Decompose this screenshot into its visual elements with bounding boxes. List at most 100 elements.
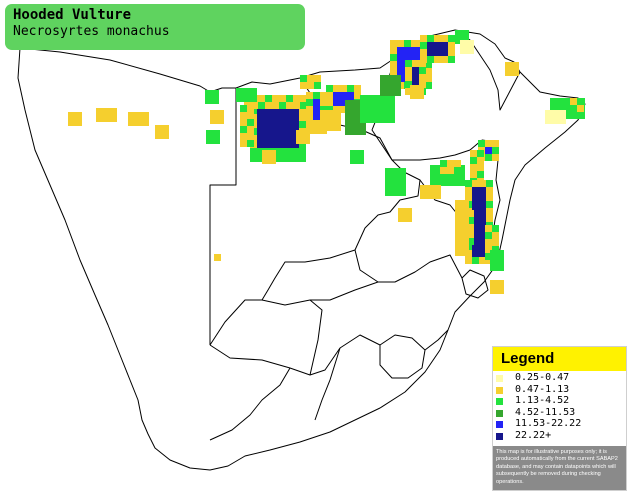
occurrence-cell [397, 40, 404, 47]
occurrence-cell [285, 114, 292, 121]
occurrence-cell [564, 98, 571, 105]
occurrence-cell [564, 112, 571, 119]
orange-river-border [209, 299, 262, 346]
occurrence-cell [490, 280, 497, 287]
occurrence-cell [385, 189, 392, 196]
occurrence-cell [479, 208, 486, 215]
occurrence-cell [299, 142, 306, 149]
occurrence-cell [269, 157, 276, 164]
occurrence-cell [425, 68, 432, 75]
legend-header: Legend [493, 347, 626, 371]
occurrence-cell [472, 187, 479, 194]
occurrence-cell [110, 108, 117, 115]
occurrence-cell [419, 81, 426, 88]
legend-item: 0.25-0.47 [493, 372, 626, 384]
occurrence-cell [405, 215, 412, 222]
species-scientific-name: Necrosyrtes monachus [13, 24, 170, 39]
occurrence-cell [285, 121, 292, 128]
occurrence-cell [381, 95, 388, 102]
occurrence-cell [485, 239, 492, 246]
occurrence-cell [271, 128, 278, 135]
occurrence-cell [455, 221, 462, 228]
occurrence-cell [454, 160, 461, 167]
occurrence-cell [417, 85, 424, 92]
occurrence-cell [411, 47, 418, 54]
occurrence-cell [68, 112, 75, 119]
occurrence-cell [142, 119, 149, 126]
occurrence-cell [465, 180, 472, 187]
occurrence-cell [285, 128, 292, 135]
occurrence-cell [278, 155, 285, 162]
occurrence-cell [559, 110, 566, 117]
occurrence-cell [247, 133, 254, 140]
occurrence-cell [455, 37, 462, 44]
occurrence-cell [299, 121, 306, 128]
province-border-6 [424, 329, 449, 351]
occurrence-cell [397, 68, 404, 75]
occurrence-cell [486, 257, 493, 264]
occurrence-cell [257, 121, 264, 128]
occurrence-cell [485, 225, 492, 232]
occurrence-cell [472, 222, 479, 229]
province-border-8 [309, 299, 323, 376]
occurrence-cell [292, 148, 299, 155]
occurrence-cell [292, 135, 299, 142]
occurrence-cell [306, 99, 313, 106]
occurrence-cell [505, 69, 512, 76]
occurrence-cell [307, 75, 314, 82]
occurrence-cell [374, 102, 381, 109]
occurrence-cell [425, 82, 432, 89]
occurrence-cell [128, 119, 135, 126]
occurrence-cell [465, 257, 472, 264]
occurrence-cell [410, 92, 417, 99]
occurrence-cell [374, 109, 381, 116]
occurrence-cell [333, 99, 340, 106]
occurrence-cell [272, 102, 279, 109]
occurrence-cell [420, 49, 427, 56]
occurrence-cell [313, 127, 320, 134]
occurrence-cell [265, 102, 272, 109]
occurrence-cell [306, 113, 313, 120]
occurrence-cell [352, 114, 359, 121]
occurrence-cell [420, 185, 427, 192]
occurrence-cell [458, 172, 465, 179]
occurrence-cell [285, 135, 292, 142]
occurrence-cell [462, 235, 469, 242]
occurrence-cell [486, 215, 493, 222]
occurrence-cell [455, 207, 462, 214]
occurrence-cell [292, 155, 299, 162]
occurrence-cell [240, 105, 247, 112]
occurrence-cell [497, 257, 504, 264]
occurrence-cell [206, 130, 213, 137]
occurrence-cell [264, 142, 271, 149]
occurrence-cell [155, 125, 162, 132]
occurrence-cell [162, 132, 169, 139]
occurrence-cell [388, 102, 395, 109]
occurrence-cell [427, 49, 434, 56]
occurrence-cell [420, 42, 427, 49]
occurrence-cell [398, 215, 405, 222]
occurrence-cell [247, 112, 254, 119]
occurrence-cell [286, 95, 293, 102]
occurrence-cell [142, 112, 149, 119]
occurrence-cell [257, 114, 264, 121]
occurrence-cell [354, 92, 361, 99]
occurrence-cell [492, 140, 499, 147]
occurrence-cell [279, 95, 286, 102]
occurrence-cell [472, 215, 479, 222]
occurrence-cell [404, 40, 411, 47]
legend-label: 4.52-11.53 [515, 406, 576, 418]
occurrence-cell [430, 165, 437, 172]
occurrence-cell [327, 110, 334, 117]
occurrence-cell [467, 231, 474, 238]
occurrence-cell [292, 142, 299, 149]
occurrence-cell [485, 253, 492, 260]
occurrence-cell [434, 49, 441, 56]
occurrence-cell [479, 257, 486, 264]
occurrence-cell [264, 128, 271, 135]
occurrence-cell [472, 236, 479, 243]
lesotho-border [379, 334, 426, 379]
occurrence-cell [135, 112, 142, 119]
occurrence-cell [420, 56, 427, 63]
occurrence-cell [492, 246, 499, 253]
